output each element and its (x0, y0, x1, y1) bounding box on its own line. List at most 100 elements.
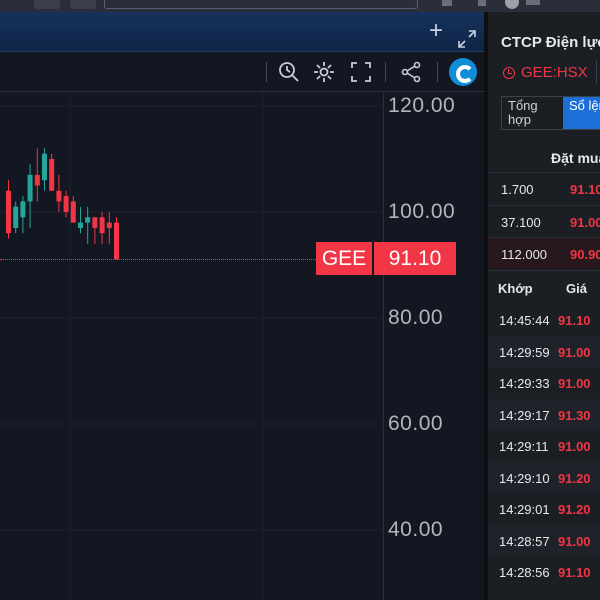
tab-so-lenh[interactable]: Sổ lệnh (563, 97, 600, 129)
orderbook-row[interactable]: 112.000 90.90 (488, 237, 600, 269)
fullscreen-icon[interactable] (349, 60, 373, 84)
candle (85, 206, 91, 244)
trade-time: 14:28:57 (499, 533, 550, 549)
candle (106, 212, 112, 244)
candle (13, 201, 19, 234)
trade-row[interactable]: 14:28:56 91.10 (488, 556, 600, 588)
candle-body (99, 217, 105, 234)
trade-row[interactable]: 14:29:59 91.00 (488, 335, 600, 367)
price-tick-label: 100.00 (388, 200, 456, 223)
trade-time: 14:45:44 (499, 313, 550, 328)
candle-body (42, 153, 47, 181)
candle-body (20, 201, 26, 218)
toolbar-divider (437, 62, 438, 82)
expand-icon[interactable] (458, 30, 476, 48)
price-tick-label: 40.00 (388, 518, 444, 541)
trade-row[interactable]: 14:29:33 91.00 (488, 367, 600, 399)
candle-body (34, 174, 40, 186)
gear-icon[interactable] (312, 60, 336, 84)
price-tick-label: 120.00 (388, 94, 456, 117)
magnifier-icon[interactable] (277, 60, 301, 84)
toolbar-divider (385, 62, 386, 82)
candle (92, 217, 98, 244)
avatar[interactable] (505, 0, 519, 9)
candle (99, 212, 105, 244)
top-app-bar (0, 0, 600, 12)
candle (20, 196, 26, 234)
ticker-row: GEE:HSX (501, 60, 600, 84)
trade-row[interactable]: 14:29:01 91.20 (488, 493, 600, 525)
trade-row[interactable]: 14:28:57 91.00 (488, 524, 600, 556)
toolbar-button[interactable] (70, 0, 96, 9)
trade-price: 91.20 (558, 502, 591, 517)
orderbook-row[interactable]: 1.700 91.10 (488, 172, 600, 204)
ticker-divider (596, 60, 597, 84)
plus-icon[interactable]: + (429, 17, 444, 44)
bell-icon[interactable] (442, 0, 452, 6)
candle (56, 174, 62, 212)
candle (63, 190, 69, 218)
trade-price: 91.10 (558, 313, 591, 328)
chart-toolbar (0, 52, 484, 92)
trade-time: 14:28:56 (499, 565, 550, 580)
candle-body (106, 222, 112, 228)
trade-time: 14:29:10 (499, 470, 550, 486)
orderbook-row[interactable]: 37.100 91.00 (488, 205, 600, 237)
toolbar-divider (266, 62, 267, 82)
candle-body (49, 159, 55, 191)
search-field[interactable] (104, 0, 418, 9)
candle (70, 196, 76, 223)
candle-body (85, 217, 91, 223)
candle (6, 180, 11, 239)
candle (49, 153, 55, 191)
menu-icon[interactable] (526, 0, 540, 5)
candle-body (70, 201, 76, 223)
trade-time: 14:29:17 (499, 407, 550, 423)
logo-icon[interactable] (449, 58, 477, 86)
candle (78, 206, 83, 234)
panel-tabs: Tổng hợp Sổ lệnh (501, 96, 600, 130)
candle-body (6, 190, 11, 234)
trades-price-header: Giá (566, 281, 587, 296)
orderbook-price: 91.00 (570, 215, 600, 230)
trade-time: 14:29:11 (499, 439, 549, 454)
clock-icon (503, 67, 515, 79)
orderbook-header-label: Đặt mua (551, 150, 600, 166)
symbol-price-label: GEE (316, 242, 372, 276)
tab-tong-hop[interactable]: Tổng hợp (502, 97, 562, 129)
chart-plot-area[interactable] (0, 92, 484, 600)
candle-body (114, 222, 119, 260)
trade-price: 91.00 (558, 439, 591, 454)
candlestick-series (6, 148, 119, 260)
trade-row[interactable]: 14:29:11 91.00 (488, 430, 600, 462)
trade-row[interactable]: 14:29:17 91.30 (488, 398, 600, 430)
trade-time: 14:29:01 (499, 502, 550, 517)
candle-body (92, 217, 98, 228)
ticker-symbol[interactable]: GEE:HSX (521, 64, 588, 81)
layout-button[interactable] (34, 0, 60, 9)
trade-price: 91.00 (558, 344, 591, 360)
trade-price: 91.10 (558, 565, 591, 580)
candle (27, 164, 33, 228)
trade-row[interactable]: 14:29:10 91.20 (488, 461, 600, 493)
price-tick-label: 60.00 (388, 412, 444, 435)
orderbook-price: 90.90 (570, 247, 600, 262)
trade-price: 91.20 (558, 470, 591, 486)
trades-header: Khớp Giá (488, 270, 600, 304)
orderbook-volume: 1.700 (501, 182, 534, 197)
trade-row[interactable]: 14:45:44 91.10 (488, 304, 600, 336)
candle (42, 148, 47, 191)
candle (34, 148, 40, 202)
price-scale-border (383, 92, 384, 600)
trade-price: 91.00 (558, 376, 591, 391)
trade-price: 91.30 (558, 407, 591, 423)
chart-window (0, 12, 484, 600)
quote-panel: CTCP Điện lực GEE:HSX Tổng hợp Sổ lệnh Đ… (484, 12, 600, 600)
dropdown-icon[interactable] (478, 0, 486, 6)
gridlines (0, 92, 383, 600)
candle (114, 217, 119, 260)
share-icon[interactable] (399, 60, 423, 84)
chart-title-bar: + (0, 12, 484, 52)
orderbook-price: 91.10 (570, 182, 600, 197)
trade-price: 91.00 (558, 533, 591, 549)
